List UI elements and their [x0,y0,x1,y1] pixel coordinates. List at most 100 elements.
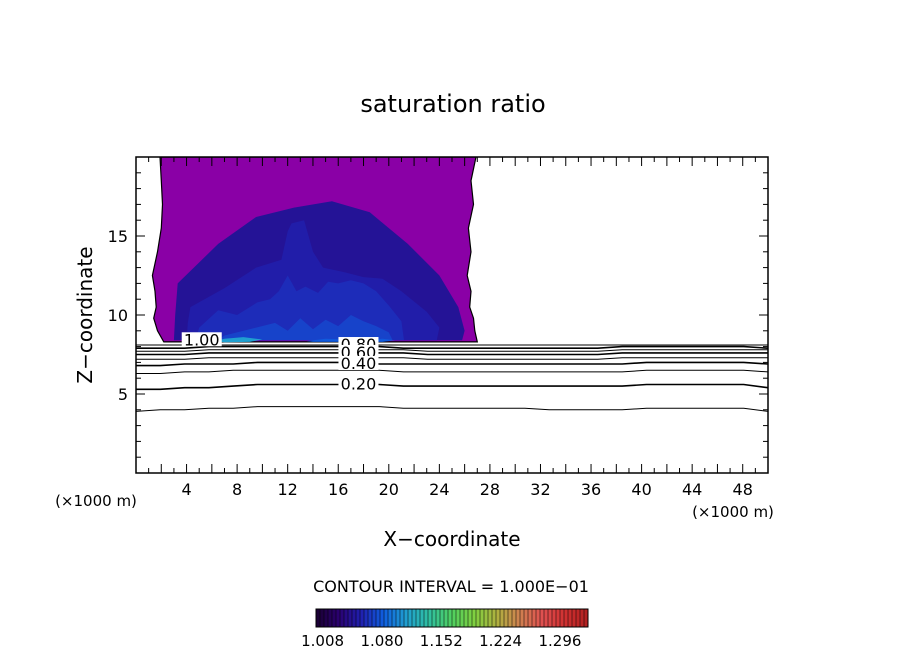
colorbar-swatch [356,609,361,627]
colorbar-swatch [420,609,425,627]
contour-label-bg-0 [181,332,222,347]
colorbar-swatch [432,609,437,627]
x-unit-label: (×1000 m) [55,492,137,510]
supersaturation-fill-group [151,157,479,343]
colorbar-swatch [552,609,557,627]
colorbar-swatch [380,609,385,627]
z-unit-label: (×1000 m) [692,503,774,521]
contour-label-4: 0.20 [341,375,377,394]
colorbar-swatch [476,609,481,627]
colorbar-swatch [404,609,409,627]
contour-lines-group [136,344,768,412]
colorbar-tick-label: 1.224 [479,632,522,650]
contour-line-2 [136,369,768,374]
colorbar-swatch [468,609,473,627]
chart-title: saturation ratio [360,90,545,118]
colorbar-swatch [480,609,485,627]
y-axis: 5 10 15 [108,172,768,458]
colorbar-tick-label: 1.296 [538,632,581,650]
colorbar-swatch [324,609,329,627]
fill-region-5 [214,337,263,343]
x-tick-label: 32 [530,480,550,499]
colorbar-swatch [508,609,513,627]
colorbar-swatch [504,609,509,627]
colorbar-swatch [316,609,321,627]
colorbar-swatch [516,609,521,627]
x-tick-label: 40 [631,480,651,499]
colorbar-swatch [400,609,405,627]
colorbar-tick-label: 1.008 [301,632,344,650]
colorbar-swatch [428,609,433,627]
colorbar-swatch [500,609,505,627]
x-tick-label: 44 [682,480,702,499]
contour-label-bg-3 [338,355,379,370]
colorbar-swatch [360,609,365,627]
colorbar-swatch [472,609,477,627]
colorbar-tick-label: 1.080 [360,632,403,650]
x-tick-label: 20 [379,480,399,499]
colorbar-tick-labels: 1.008 1.080 1.152 1.224 1.296 [301,632,581,650]
contour-label-0: 1.00 [184,330,220,349]
y-tick-label: 10 [108,306,128,325]
colorbar-swatch [464,609,469,627]
colorbar-swatch [448,609,453,627]
colorbar-swatch [564,609,569,627]
contour-label-bg-2 [338,344,379,359]
colorbar-swatch [364,609,369,627]
y-tick-label: 5 [118,385,128,404]
y-tick-label: 15 [108,227,128,246]
colorbar-swatch [384,609,389,627]
colorbar-swatch [392,609,397,627]
colorbar-swatch [584,609,589,627]
colorbar-swatch [396,609,401,627]
colorbar-swatch [556,609,561,627]
x-tick-label: 24 [429,480,449,499]
colorbar-swatch [328,609,333,627]
colorbar-swatch [348,609,353,627]
contour-label-bg-4 [338,376,379,391]
colorbar-swatch [540,609,545,627]
colorbar-swatch [352,609,357,627]
colorbar-swatch [528,609,533,627]
colorbar [315,608,589,628]
colorbar-swatch [460,609,465,627]
fill-region-6 [306,338,345,342]
colorbar-swatch [548,609,553,627]
x-tick-label: 4 [181,480,191,499]
colorbar-swatch [340,609,345,627]
colorbar-swatch [568,609,573,627]
fill-region-4 [218,315,393,341]
colorbar-swatch [344,609,349,627]
colorbar-swatch [580,609,585,627]
x-tick-label: 12 [278,480,298,499]
x-axis-label: X−coordinate [383,527,520,551]
colorbar-swatch [576,609,581,627]
colorbar-swatch [560,609,565,627]
y-axis-label: Z−coordinate [73,246,97,383]
colorbar-swatch [488,609,493,627]
contour-line-6 [136,349,768,352]
contour-line-0 [136,406,768,412]
contour-line-4 [136,357,768,360]
colorbar-frame [315,608,589,628]
colorbar-swatch [452,609,457,627]
colorbar-swatch [320,609,325,627]
colorbar-swatch [512,609,517,627]
colorbar-swatch [532,609,537,627]
colorbar-swatch [376,609,381,627]
colorbar-swatch [496,609,501,627]
contour-line-7 [136,345,768,350]
colorbar-swatch [424,609,429,627]
x-tick-label: 36 [581,480,601,499]
contour-line-3 [136,361,768,367]
colorbar-swatch [572,609,577,627]
colorbar-swatch [388,609,393,627]
x-axis: 4 8 12 16 20 24 28 32 36 40 44 48 [148,157,756,499]
colorbar-swatch [416,609,421,627]
colorbar-swatch [372,609,377,627]
contour-labels-group: 1.00 0.800.600.400.20 [181,330,379,394]
colorbar-swatch [544,609,549,627]
contour-line-5 [136,352,768,356]
contour-line-1 [136,383,768,391]
